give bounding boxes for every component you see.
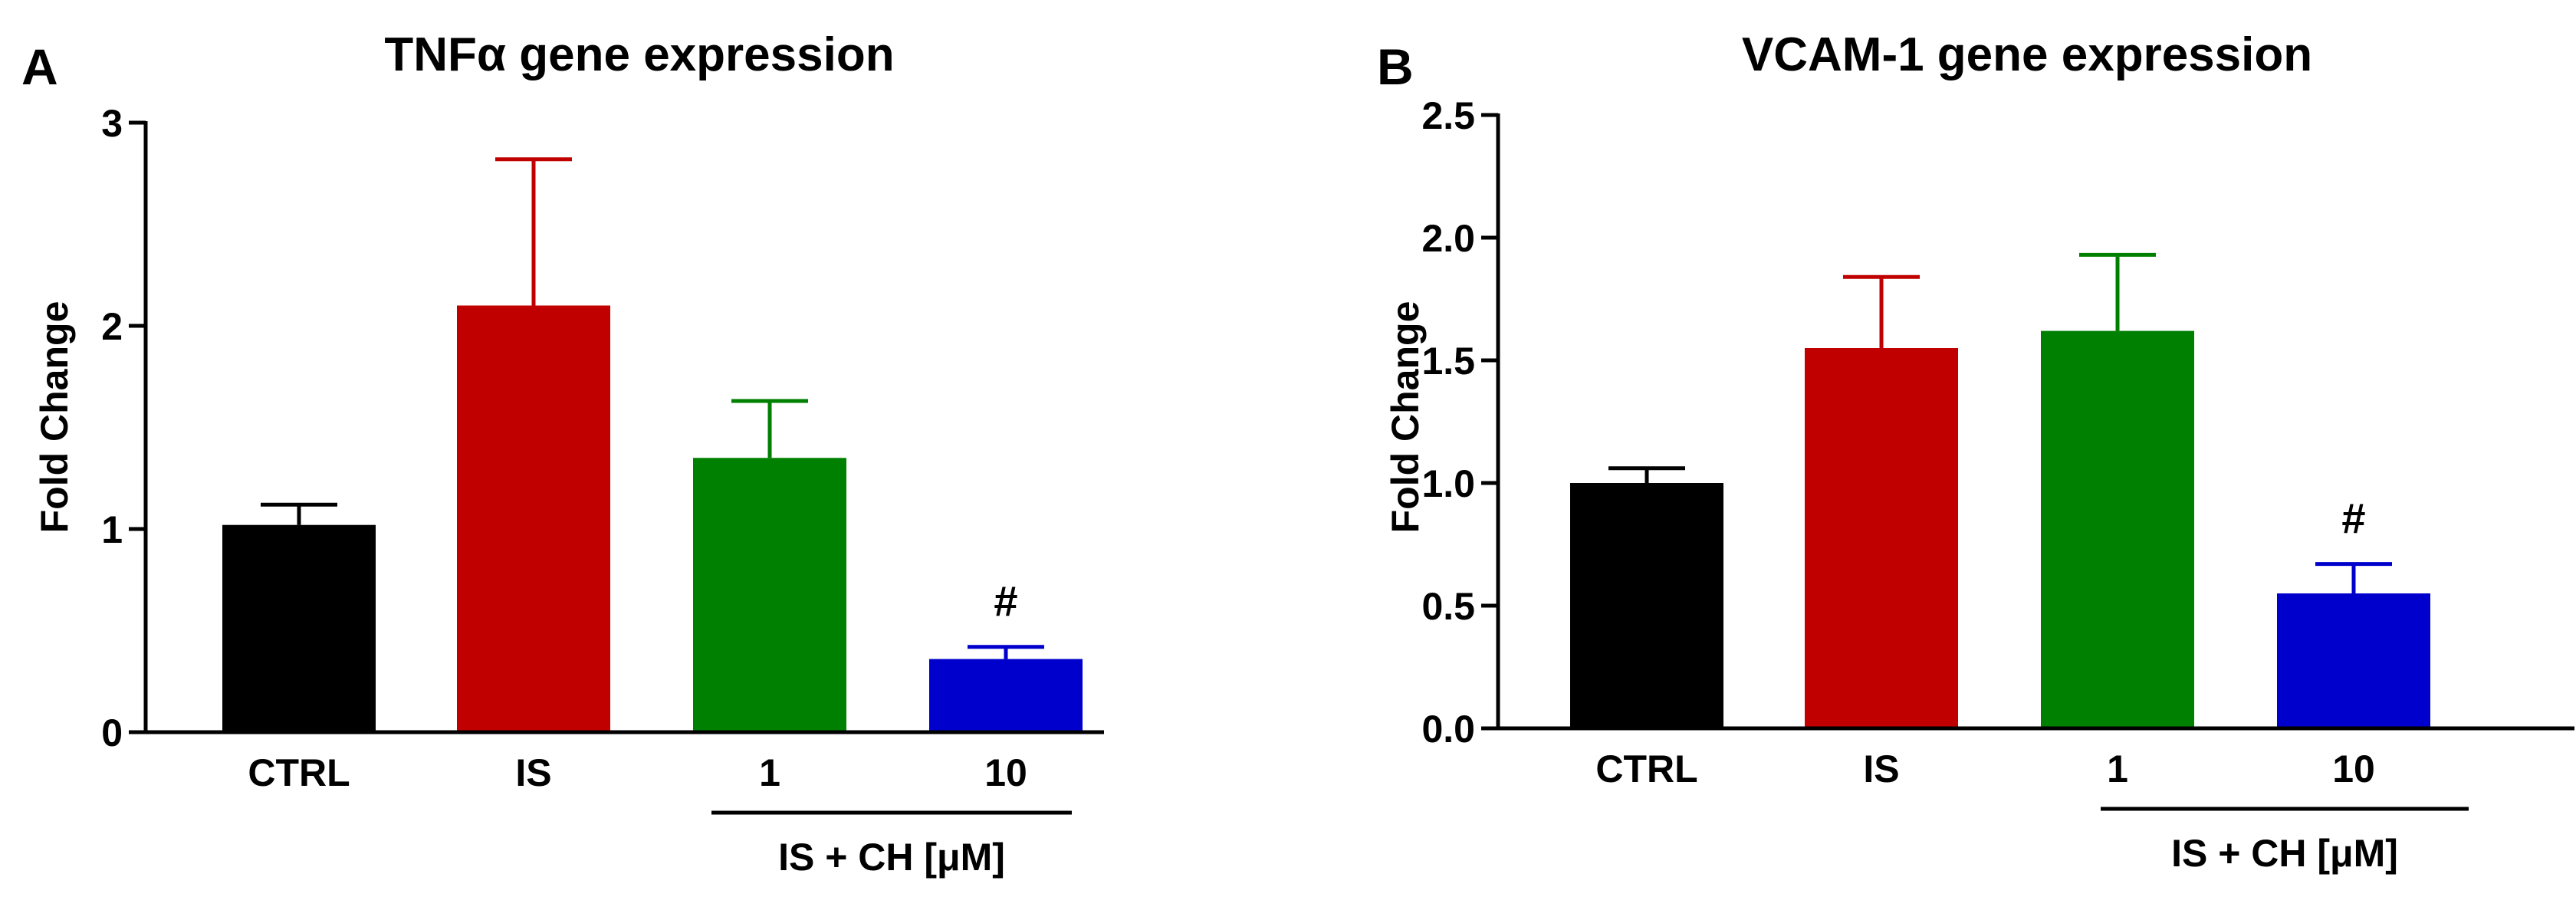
panel-b-category-label-0: CTRL bbox=[1595, 748, 1697, 790]
panel-a-category-label-1: IS bbox=[515, 751, 551, 794]
panel-a-chart: A TNFα gene expression Fold Change CTRL I… bbox=[21, 28, 1104, 879]
panel-a-significance-mark-3: # bbox=[994, 577, 1017, 626]
panel-b-significance-mark-3: # bbox=[2341, 495, 2365, 543]
panel-a-bar-2 bbox=[693, 458, 846, 732]
panel-b-bar-0 bbox=[1570, 483, 1723, 728]
panel-a-bar-1 bbox=[457, 305, 610, 732]
panel-a-bar-3 bbox=[929, 659, 1083, 732]
panel-b-category-label-3: 10 bbox=[2332, 748, 2375, 790]
panel-a-marks: CTRL IS 1 #10 0 1 2 3 IS + CH [μM] bbox=[101, 102, 1104, 879]
panel-a-letter: A bbox=[21, 38, 58, 95]
panel-b-category-label-2: 1 bbox=[2107, 748, 2128, 790]
panel-b-chart: B VCAM-1 gene expression Fold Change CTR… bbox=[1377, 28, 2574, 875]
panel-b-y-tick-label-4: 2.0 bbox=[1421, 217, 1475, 260]
panel-b-y-tick-label-0: 0.0 bbox=[1421, 708, 1475, 751]
panel-b-bar-2 bbox=[2041, 330, 2194, 729]
panel-b-y-tick-label-3: 1.5 bbox=[1421, 340, 1475, 383]
panel-a-y-tick-label-0: 0 bbox=[101, 711, 123, 754]
panel-a-y-tick-label-3: 3 bbox=[101, 102, 123, 145]
panel-a-category-label-2: 1 bbox=[759, 751, 780, 794]
panel-a-y-tick-label-1: 1 bbox=[101, 508, 123, 551]
panel-b-y-axis-label: Fold Change bbox=[1384, 301, 1427, 534]
panel-a-category-label-3: 10 bbox=[984, 751, 1027, 794]
panel-b-letter: B bbox=[1377, 38, 1414, 95]
panel-b-category-label-1: IS bbox=[1863, 748, 1899, 790]
panel-b-y-tick-label-2: 1.0 bbox=[1421, 462, 1475, 505]
panel-b-y-tick-label-1: 0.5 bbox=[1421, 585, 1475, 628]
panel-b-y-tick-label-5: 2.5 bbox=[1421, 94, 1475, 137]
panel-a-bar-0 bbox=[222, 524, 376, 732]
panel-a-y-axis-label: Fold Change bbox=[33, 301, 76, 534]
panel-b-bar-3 bbox=[2277, 593, 2430, 728]
panel-a-group-label: IS + CH [μM] bbox=[778, 836, 1005, 879]
panel-b-group-label: IS + CH [μM] bbox=[2171, 832, 2398, 875]
panel-a-category-label-0: CTRL bbox=[248, 751, 350, 794]
panel-a-y-tick-label-2: 2 bbox=[101, 305, 123, 348]
panel-a-title: TNFα gene expression bbox=[384, 28, 894, 81]
panel-b-marks: CTRL IS 1 #10 0.0 0.5 1.0 1.5 2.0 2.5 IS + CH [μM] bbox=[1421, 94, 2574, 875]
panel-b-bar-1 bbox=[1805, 348, 1958, 728]
panel-b-title: VCAM-1 gene expression bbox=[1742, 28, 2312, 81]
